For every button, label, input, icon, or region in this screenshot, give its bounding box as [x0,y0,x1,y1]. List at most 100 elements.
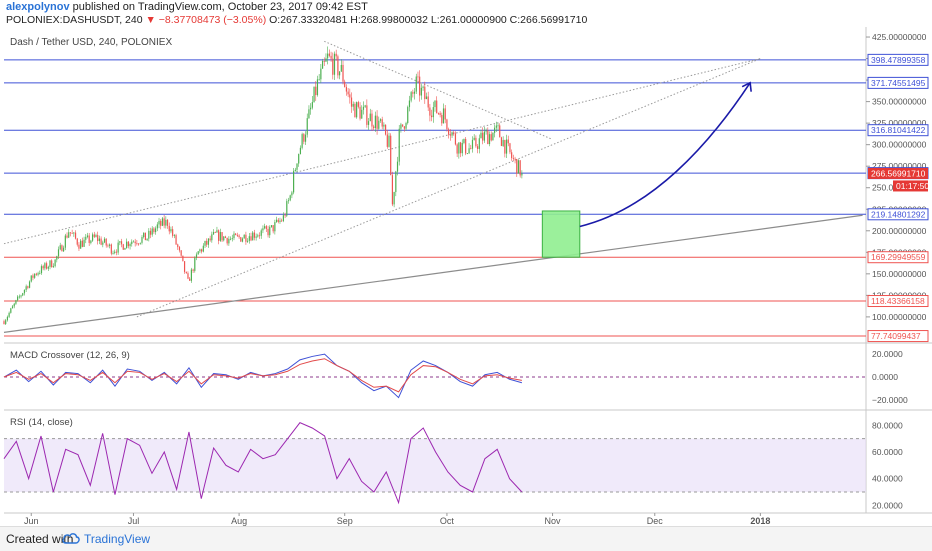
level-label: 398.47899358 [871,55,926,65]
price-change: ▼ −8.37708473 (−3.05%) [145,14,267,26]
x-tick-label: Nov [545,516,562,526]
tradingview-brand[interactable]: TradingView [84,532,151,546]
candle-body [471,139,474,149]
y-tick-label: 325.00000000 [872,118,927,128]
candle-body [149,230,152,235]
level-label: 371.74551495 [871,78,926,88]
candle-body [229,238,232,240]
candle-body [37,273,39,275]
candle-body [63,247,65,252]
candle-body [337,56,339,76]
candle-body [362,106,365,110]
candle-body [395,171,397,193]
candle-body [369,113,371,122]
candle-body [279,220,281,222]
candle-body [57,249,60,257]
candle-body [419,76,421,96]
candle-body [158,220,160,225]
candle-body [69,232,72,234]
candle-body [115,251,118,253]
candle-body [78,244,80,249]
level-tag [867,208,929,221]
x-tick-label: 2018 [750,516,770,526]
candle-body [141,237,143,243]
candle-body [272,225,274,232]
candle-body [27,286,29,288]
candle-body [354,103,356,118]
candle-body [511,152,513,159]
candle-body [129,244,131,247]
symbol-label: POLONIEX:DASHUSDT, 240 [6,14,143,26]
signal-line [3,358,522,393]
candle-body [90,240,92,243]
candle-body [71,233,73,234]
chart-title: Dash / Tether USD, 240, POLONIEX [10,37,172,48]
candle-body [190,269,192,281]
candle-body [107,245,109,247]
level-label: 219.14801292 [871,209,926,219]
candle-body [18,296,20,298]
candle-body [178,247,181,251]
candle-body [207,238,210,245]
candle-body [308,109,310,119]
candle-body [165,219,167,226]
countdown-tag [893,180,928,192]
candle-body [517,160,520,174]
candle-body [340,64,342,72]
candle-body [459,142,462,154]
candle-body [81,240,83,247]
candle-body [475,137,477,147]
rsi-title: RSI (14, close) [10,417,73,428]
y-tick-label: 300.00000000 [872,140,927,150]
forecast-arrow [579,82,751,228]
candle-body [381,119,383,127]
candle-body [136,243,138,244]
candle-body [521,173,523,176]
candle-body [430,115,433,118]
candle-body [366,105,368,125]
candle-body [277,219,279,222]
candle-body [97,235,99,242]
candle-body [364,105,366,107]
candle-body [173,235,175,236]
candle-body [223,236,225,241]
candle-body [226,237,228,244]
candle-body [275,219,278,223]
x-tick-label: Jun [24,516,39,526]
candle-body [197,251,199,255]
candle-body [170,229,172,232]
candle-body [20,295,22,297]
candle-body [66,235,68,238]
trendline [3,58,761,245]
rsi-y-tick-label: 60.0000 [872,447,903,457]
candle-body [201,249,203,252]
candle-body [265,226,267,229]
candle-body [206,240,208,245]
candle-body [301,134,303,148]
candle-body [466,153,468,155]
target-zone [541,210,581,258]
candle-body [494,127,496,133]
level-tag [867,295,929,308]
candle-body [412,92,414,94]
candle-body [151,228,153,235]
candle-body [180,250,182,256]
candle-body [342,64,344,82]
chart-canvas[interactable]: 425.00000000400.00000000375.00000000350.… [0,27,932,526]
candle-body [514,158,516,160]
candle-body [345,87,348,92]
candle-body [25,286,27,290]
candle-body [28,281,31,288]
candle-body [396,161,399,172]
candle-body [132,241,135,243]
candle-body [187,273,189,279]
candle-body [103,238,106,243]
candle-body [483,131,486,141]
candle-body [117,242,119,253]
author-link[interactable]: alexpolynov [6,1,70,13]
candle-body [505,139,508,154]
candle-body [323,61,325,62]
macd-y-tick-label: 0.0000 [872,372,898,382]
candle-body [436,100,438,114]
candle-body [318,79,320,81]
